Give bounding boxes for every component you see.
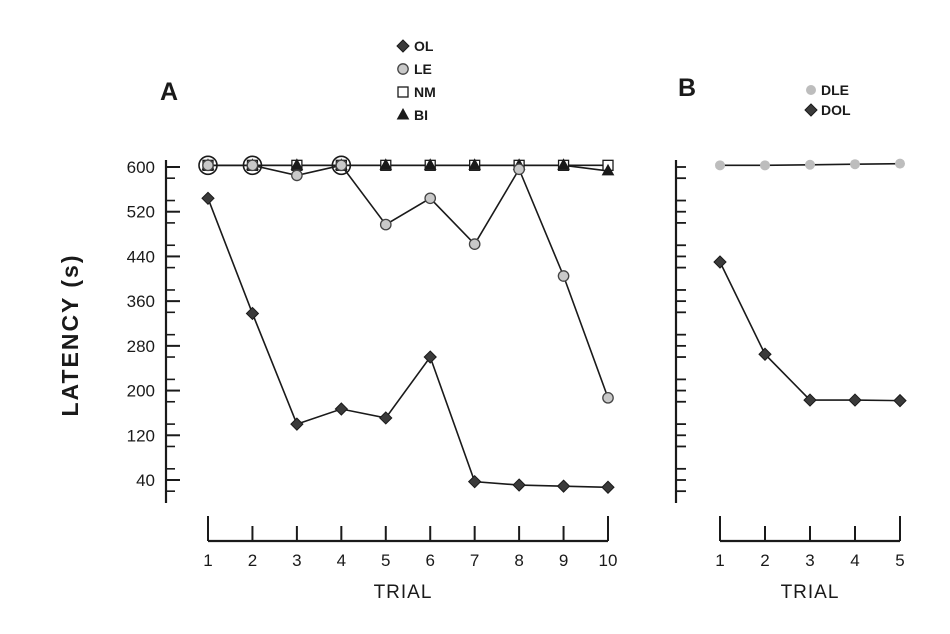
y-tick-label: 360 [127,292,155,311]
panel-b: 1 2 3 4 5 DLE DOL [674,82,907,570]
data-point-bi [290,158,304,170]
data-point-ol [245,306,260,321]
legend-label-dle: DLE [821,82,849,98]
panel-a-x-axis-title: TRIAL [374,582,433,603]
data-point-dle [715,160,725,171]
data-point-bi [423,158,437,170]
data-point-dle [805,159,815,170]
panel-b-x-axis-title: TRIAL [781,582,840,603]
data-point-le [513,163,525,176]
y-tick-label: 280 [127,337,155,356]
data-point-ol [423,350,437,364]
x-tick-label: 7 [470,551,479,570]
legend-label-dol: DOL [821,102,851,118]
data-point-le [602,391,614,404]
panel-a-label: A [160,78,178,106]
series-line-bi [208,164,609,172]
data-point-ol [556,479,571,493]
y-tick-label: 520 [127,203,155,222]
x-tick-label: 6 [425,551,434,570]
x-tick-label: 3 [805,551,814,570]
data-point-ol [290,417,304,431]
x-tick-label: 1 [203,551,212,570]
panel-b-label: B [678,74,696,102]
data-point-dol [848,393,862,407]
legend-marker-ol [396,39,410,53]
legend-marker-dol [804,103,818,117]
data-point-ol [467,474,482,489]
legend-marker-bi [396,107,410,120]
data-point-le [424,192,437,205]
series-line-le [208,164,609,399]
overlap-ring [331,155,352,176]
data-point-le [202,159,214,172]
legend-marker-nm [397,86,409,98]
overlap-ring [198,155,218,176]
x-tick-label: 5 [381,551,390,570]
x-tick-label: 1 [715,551,724,570]
legend-label-le: LE [414,61,432,77]
data-point-dol [803,393,817,407]
data-point-dol [758,347,772,361]
data-point-dol [713,255,727,269]
overlap-ring [242,155,263,176]
data-point-dle [760,160,770,171]
x-tick-label: 4 [850,551,859,570]
legend-marker-le [397,63,409,75]
data-point-bi [468,158,482,170]
data-point-ol [379,411,393,425]
data-point-dle [850,159,860,170]
data-point-ol [512,478,526,492]
panel-b-legend: DLE DOL [804,82,851,118]
legend-label-ol: OL [414,38,434,54]
data-point-dol [893,393,907,408]
data-point-dle [895,158,905,169]
y-tick-label: 200 [127,382,155,401]
x-tick-label: 5 [895,551,904,570]
data-point-le [335,159,348,172]
y-tick-label: 600 [127,158,155,177]
data-point-le [291,169,303,182]
x-tick-label: 9 [559,551,568,570]
series-line-ol [207,198,609,489]
x-tick-label: 4 [337,551,346,570]
data-point-bi [601,163,615,176]
y-tick-label: 120 [127,426,155,445]
x-tick-label: 3 [292,551,301,570]
data-point-le [246,159,259,172]
series-line-dol [719,261,901,402]
data-point-le [379,218,392,231]
data-point-bi [557,158,570,170]
y-tick-label: 40 [136,471,155,490]
y-tick-label: 440 [127,247,155,266]
data-point-ol [334,402,349,416]
data-point-le [557,270,570,282]
data-point-ol [201,191,215,206]
data-point-ol [601,480,615,494]
legend-label-bi: BI [414,107,428,123]
data-point-bi [379,158,393,170]
panel-a: 600 520 440 360 280 200 120 40 1 2 3 4 5 6 7 8 9 10 OL LE NM… [127,38,618,570]
x-tick-label: 10 [599,551,618,570]
panel-a-legend: OL LE NM BI [396,38,436,123]
x-tick-label: 2 [248,551,257,570]
x-tick-label: 2 [760,551,769,570]
legend-marker-dle [806,85,816,95]
legend-label-nm: NM [414,84,436,100]
x-tick-label: 8 [514,551,523,570]
data-point-le [468,238,481,250]
y-axis-title: LATENCY (s) [57,254,83,417]
